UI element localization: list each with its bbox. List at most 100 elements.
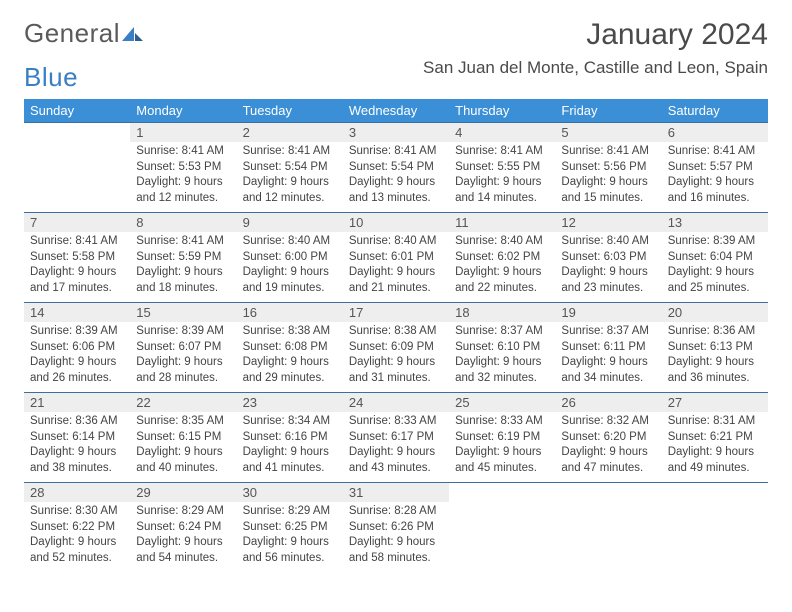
detail-line: Sunset: 5:54 PM <box>349 160 443 176</box>
day-details: Sunrise: 8:40 AMSunset: 6:01 PMDaylight:… <box>343 232 449 303</box>
day-number: 6 <box>662 123 768 143</box>
detail-line: Sunrise: 8:31 AM <box>668 414 762 430</box>
day-details <box>662 502 768 572</box>
day-number: 30 <box>237 483 343 503</box>
detail-line: Daylight: 9 hours and 29 minutes. <box>243 355 337 386</box>
day-number: 21 <box>24 393 130 413</box>
detail-line: Sunset: 6:04 PM <box>668 250 762 266</box>
day-details <box>24 142 130 213</box>
detail-line: Sunrise: 8:41 AM <box>136 234 230 250</box>
day-details: Sunrise: 8:40 AMSunset: 6:03 PMDaylight:… <box>555 232 661 303</box>
detail-line: Sunrise: 8:38 AM <box>349 324 443 340</box>
day-details: Sunrise: 8:41 AMSunset: 5:54 PMDaylight:… <box>237 142 343 213</box>
detail-line: Sunset: 5:57 PM <box>668 160 762 176</box>
day-number: 18 <box>449 303 555 323</box>
day-number: 10 <box>343 213 449 233</box>
detail-line: Sunrise: 8:41 AM <box>561 144 655 160</box>
day-number: 13 <box>662 213 768 233</box>
day-details: Sunrise: 8:30 AMSunset: 6:22 PMDaylight:… <box>24 502 130 572</box>
detail-line: Sunrise: 8:38 AM <box>243 324 337 340</box>
dow-thursday: Thursday <box>449 99 555 123</box>
detail-line: Sunrise: 8:29 AM <box>136 504 230 520</box>
detail-line: Sunrise: 8:30 AM <box>30 504 124 520</box>
detail-line: Daylight: 9 hours and 16 minutes. <box>668 175 762 206</box>
day-details: Sunrise: 8:32 AMSunset: 6:20 PMDaylight:… <box>555 412 661 483</box>
logo: General <box>24 18 144 49</box>
detail-line: Sunset: 6:06 PM <box>30 340 124 356</box>
day-details: Sunrise: 8:41 AMSunset: 5:57 PMDaylight:… <box>662 142 768 213</box>
day-number <box>555 483 661 503</box>
day-number: 14 <box>24 303 130 323</box>
detail-line: Sunset: 5:54 PM <box>243 160 337 176</box>
day-number: 7 <box>24 213 130 233</box>
detail-line: Daylight: 9 hours and 47 minutes. <box>561 445 655 476</box>
day-details: Sunrise: 8:31 AMSunset: 6:21 PMDaylight:… <box>662 412 768 483</box>
dow-monday: Monday <box>130 99 236 123</box>
dow-tuesday: Tuesday <box>237 99 343 123</box>
day-number: 3 <box>343 123 449 143</box>
detail-line: Sunset: 6:22 PM <box>30 520 124 536</box>
detail-line: Sunset: 6:26 PM <box>349 520 443 536</box>
day-number: 20 <box>662 303 768 323</box>
detail-line: Sunrise: 8:28 AM <box>349 504 443 520</box>
detail-line: Sunset: 5:58 PM <box>30 250 124 266</box>
detail-line: Sunset: 6:15 PM <box>136 430 230 446</box>
details-row: Sunrise: 8:41 AM Sunset: 5:58 PM Daylight:… <box>24 232 768 303</box>
detail-line: Sunrise: 8:37 AM <box>455 324 549 340</box>
detail-line: Sunset: 6:17 PM <box>349 430 443 446</box>
detail-line: Daylight: 9 hours and 38 minutes. <box>30 445 124 476</box>
location: San Juan del Monte, Castille and Leon, S… <box>423 58 768 78</box>
day-details: Sunrise: 8:41 AMSunset: 5:58 PMDaylight:… <box>24 232 130 303</box>
detail-line: Sunset: 5:56 PM <box>561 160 655 176</box>
day-number: 16 <box>237 303 343 323</box>
day-details: Sunrise: 8:41 AMSunset: 5:56 PMDaylight:… <box>555 142 661 213</box>
day-details: Sunrise: 8:37 AMSunset: 6:10 PMDaylight:… <box>449 322 555 393</box>
day-number: 25 <box>449 393 555 413</box>
detail-line: Sunset: 6:09 PM <box>349 340 443 356</box>
day-number: 1 <box>130 123 236 143</box>
detail-line: Sunrise: 8:32 AM <box>561 414 655 430</box>
detail-line: Daylight: 9 hours and 23 minutes. <box>561 265 655 296</box>
detail-line: Daylight: 9 hours and 12 minutes. <box>243 175 337 206</box>
details-row: Sunrise: 8:36 AMSunset: 6:14 PMDaylight:… <box>24 412 768 483</box>
detail-line: Sunrise: 8:33 AM <box>455 414 549 430</box>
detail-line: Daylight: 9 hours and 32 minutes. <box>455 355 549 386</box>
day-number: 12 <box>555 213 661 233</box>
detail-line: Sunset: 5:53 PM <box>136 160 230 176</box>
day-number: 9 <box>237 213 343 233</box>
detail-line: Daylight: 9 hours and 25 minutes. <box>668 265 762 296</box>
dow-wednesday: Wednesday <box>343 99 449 123</box>
detail-line: Sunset: 6:19 PM <box>455 430 549 446</box>
detail-line: Sunset: 6:08 PM <box>243 340 337 356</box>
detail-line: Sunset: 6:25 PM <box>243 520 337 536</box>
detail-line: Sunset: 6:16 PM <box>243 430 337 446</box>
month-title: January 2024 <box>423 18 768 52</box>
day-details: Sunrise: 8:35 AMSunset: 6:15 PMDaylight:… <box>130 412 236 483</box>
day-number: 31 <box>343 483 449 503</box>
day-number: 27 <box>662 393 768 413</box>
detail-line: Sunrise: 8:36 AM <box>30 414 124 430</box>
dow-friday: Friday <box>555 99 661 123</box>
detail-line: Sunrise: 8:34 AM <box>243 414 337 430</box>
dow-row: Sunday Monday Tuesday Wednesday Thursday… <box>24 99 768 123</box>
detail-line: Daylight: 9 hours and 54 minutes. <box>136 535 230 566</box>
day-details: Sunrise: 8:39 AMSunset: 6:04 PMDaylight:… <box>662 232 768 303</box>
detail-line: Sunrise: 8:41 AM <box>136 144 230 160</box>
detail-line: Sunset: 6:02 PM <box>455 250 549 266</box>
detail-line: Sunset: 6:21 PM <box>668 430 762 446</box>
detail-line: Daylight: 9 hours and 45 minutes. <box>455 445 549 476</box>
details-row: Sunrise: 8:39 AMSunset: 6:06 PMDaylight:… <box>24 322 768 393</box>
day-details: Sunrise: 8:37 AMSunset: 6:11 PMDaylight:… <box>555 322 661 393</box>
detail-line: Daylight: 9 hours and 18 minutes. <box>136 265 230 296</box>
day-number: 24 <box>343 393 449 413</box>
detail-line: Daylight: 9 hours and 12 minutes. <box>136 175 230 206</box>
detail-line: Daylight: 9 hours and 14 minutes. <box>455 175 549 206</box>
detail-line: Sunset: 6:20 PM <box>561 430 655 446</box>
day-details: Sunrise: 8:33 AMSunset: 6:17 PMDaylight:… <box>343 412 449 483</box>
detail-line: Sunset: 6:03 PM <box>561 250 655 266</box>
detail-line: Sunrise: 8:35 AM <box>136 414 230 430</box>
detail-line: Daylight: 9 hours and 13 minutes. <box>349 175 443 206</box>
day-details: Sunrise: 8:41 AMSunset: 5:55 PMDaylight:… <box>449 142 555 213</box>
detail-line: Sunrise: 8:40 AM <box>561 234 655 250</box>
detail-line: Daylight: 9 hours and 49 minutes. <box>668 445 762 476</box>
